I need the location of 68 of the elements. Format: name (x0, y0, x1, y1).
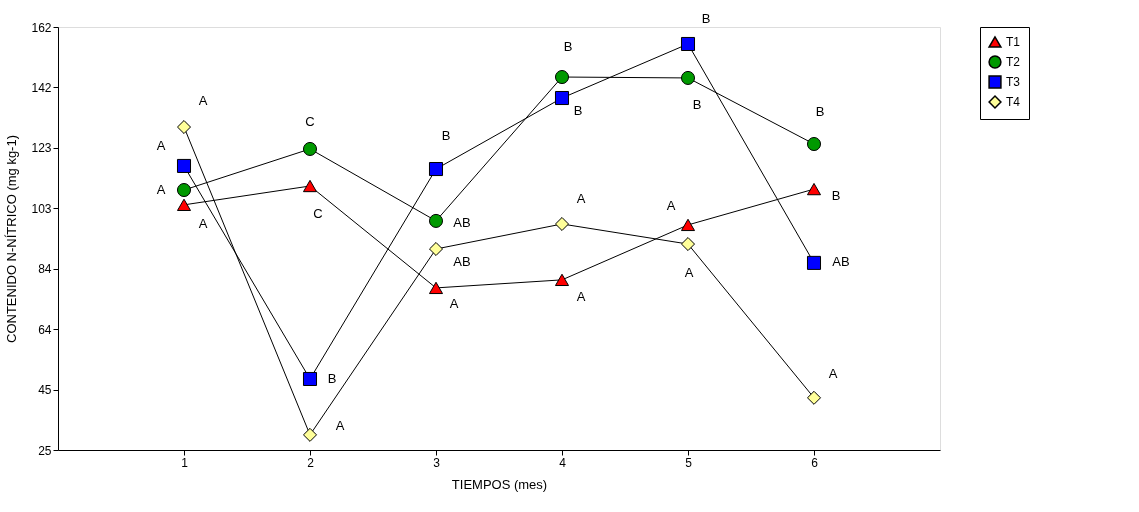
point (554, 70, 570, 85)
point (428, 241, 444, 257)
x-tick-label: 4 (559, 455, 567, 470)
y-tick-label: 142 (31, 80, 52, 95)
point (302, 141, 318, 156)
legend-label: T2 (1006, 55, 1021, 69)
point (176, 183, 192, 198)
point (806, 182, 822, 196)
y-tick-label: 84 (38, 262, 52, 277)
point (428, 281, 444, 295)
data-label: AB (453, 254, 471, 269)
x-axis-title: TIEMPOS (mes) (451, 476, 548, 492)
point (554, 273, 570, 287)
point (428, 162, 444, 177)
legend-label: T1 (1006, 35, 1021, 49)
data-label: A (828, 365, 838, 381)
data-label: B (692, 96, 702, 112)
point (302, 371, 318, 386)
point (302, 179, 318, 193)
point (554, 216, 570, 232)
point (176, 158, 192, 173)
data-label: AB (453, 214, 471, 230)
y-tick-label: 123 (31, 141, 52, 156)
data-label: A (449, 295, 459, 311)
data-label: C (305, 113, 315, 129)
point (302, 427, 318, 442)
data-label: AB (832, 253, 850, 269)
x-tick-label: 5 (685, 455, 693, 470)
point (176, 120, 192, 135)
point (680, 237, 696, 252)
point (680, 218, 696, 232)
data-label: B (563, 39, 573, 55)
y-tick-label: 64 (38, 322, 52, 337)
point (806, 390, 822, 405)
data-label: A (198, 93, 208, 109)
data-label: A (156, 137, 166, 153)
x-tick-label: 1 (181, 455, 189, 470)
data-label: C (313, 206, 323, 222)
y-tick-label: 25 (38, 443, 52, 458)
data-label: B (441, 128, 451, 144)
legend-label: T4 (1006, 95, 1021, 109)
point (806, 255, 822, 270)
data-label: A (666, 197, 676, 213)
point (680, 36, 696, 51)
data-label: A (684, 265, 694, 281)
point (806, 137, 822, 152)
y-tick-label: 162 (31, 20, 52, 35)
data-label: B (831, 188, 841, 204)
y-axis-title: CONTENIDO N-NÍTRICO (mg kg-1) (4, 135, 20, 343)
data-label: A (156, 182, 166, 198)
point (554, 91, 570, 106)
x-tick-label: 3 (433, 455, 441, 470)
point (428, 213, 444, 228)
x-tick-label: 6 (811, 455, 819, 470)
y-tick-label: 45 (38, 383, 52, 398)
data-label: B (701, 10, 711, 26)
point (680, 70, 696, 85)
y-tick-label: 103 (31, 201, 52, 216)
data-label: B (573, 103, 583, 119)
point (176, 198, 192, 211)
data-label: A (576, 288, 586, 304)
x-tick-label: 2 (307, 455, 315, 470)
data-label: A (335, 417, 345, 433)
data-label: A (576, 190, 586, 206)
data-label: A (198, 215, 208, 231)
data-label: B (815, 104, 825, 120)
legend-label: T3 (1006, 75, 1021, 89)
data-label: B (327, 370, 337, 386)
